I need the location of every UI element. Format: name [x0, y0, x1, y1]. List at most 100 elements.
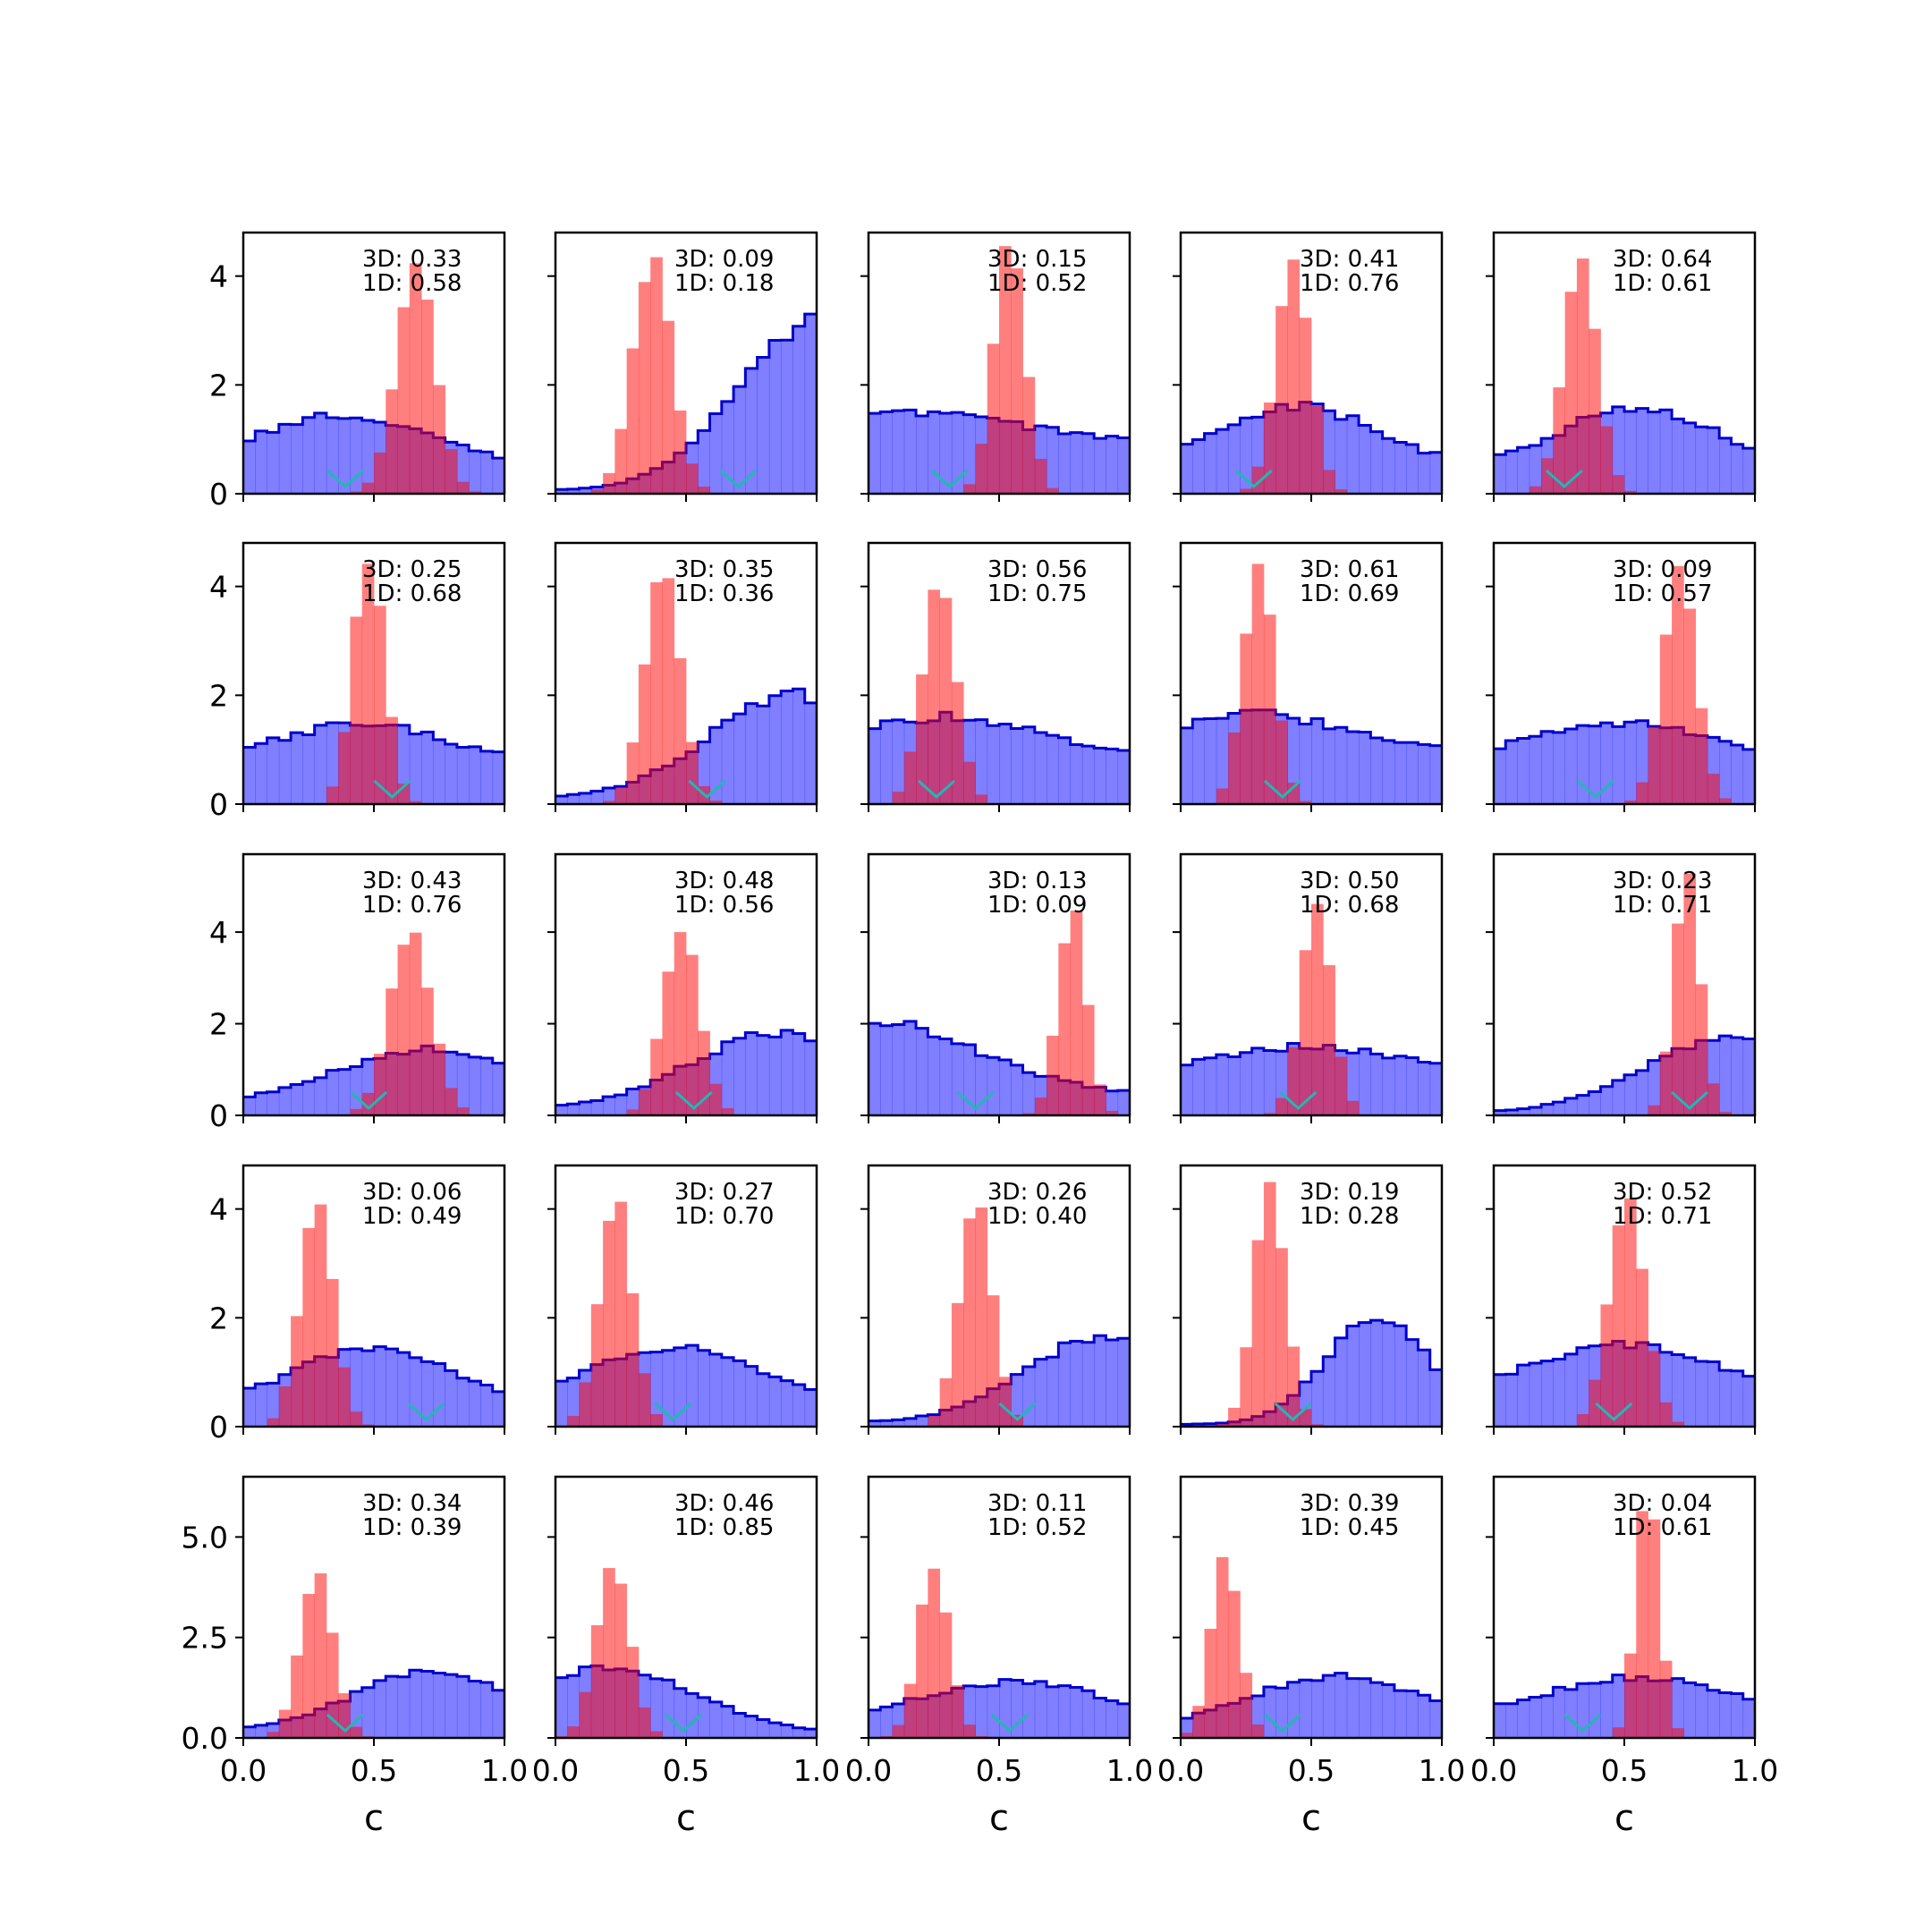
red-hist-bar [650, 582, 663, 804]
truth-marker [990, 1713, 1029, 1733]
blue-hist-bar [1323, 1356, 1335, 1427]
blue-hist-bar [1070, 1341, 1083, 1427]
truth-marker [1263, 779, 1301, 800]
blue-hist-bar [1494, 749, 1506, 804]
blue-hist-bar [1707, 428, 1720, 494]
red-hist-bar [975, 794, 988, 804]
red-hist-bar [445, 449, 458, 494]
blue-hist-bar [1022, 1072, 1036, 1115]
blue-hist-bar [1564, 728, 1578, 804]
red-hist-bar [456, 1107, 470, 1115]
red-hist-bar [361, 564, 375, 804]
red-hist-bar [302, 1594, 316, 1738]
blue-hist-bar [1589, 1091, 1601, 1115]
blue-hist-bar [1216, 429, 1229, 494]
blue-hist-bar [1505, 1703, 1518, 1738]
red-hist-bar [397, 945, 411, 1115]
blue-hist-bar [1106, 749, 1119, 804]
blue-hist-bar [1034, 1681, 1047, 1738]
x-tick-label: 1.0 [481, 1753, 528, 1788]
blue-hist-bar [1299, 724, 1312, 804]
plot-area [1181, 564, 1442, 804]
y-tick-label: 2 [209, 678, 228, 713]
blue-hist-bar [1742, 1038, 1755, 1115]
plot-area [869, 246, 1130, 494]
blue-hist-bar [916, 415, 928, 494]
red-hist-bar [1311, 903, 1324, 1115]
blue-hist-bar [745, 1032, 758, 1115]
blue-hist-bar [674, 1347, 687, 1427]
red-hist-bar [686, 954, 699, 1115]
blue-hist-bar [255, 743, 267, 804]
red-hist-bar [709, 801, 723, 804]
blue-hist-bar [1683, 1682, 1697, 1738]
red-hist-bar [1659, 1402, 1673, 1427]
red-hist-bar [350, 616, 363, 804]
red-hist-bar [614, 1583, 628, 1738]
blue-hist-bar [567, 794, 580, 804]
y-tick-label: 2 [209, 368, 228, 402]
red-hist-bar [579, 1382, 592, 1427]
blue-hist-bar [590, 1100, 604, 1115]
red-hist-bar [650, 1414, 663, 1427]
blue-hist-bar [880, 1025, 893, 1115]
red-hist-bar [1034, 458, 1047, 494]
blue-hist-bar [492, 1391, 504, 1427]
blue-hist-bar [1370, 1682, 1384, 1738]
red-hist-bar [397, 307, 411, 494]
blue-hist-outline [1181, 708, 1442, 748]
blue-hist-bar [603, 1097, 615, 1115]
red-hist-bar [1553, 387, 1566, 494]
red-hist-bar [350, 1411, 363, 1427]
blue-hist-bar [1311, 1371, 1324, 1427]
blue-hist-bar [709, 1354, 723, 1427]
annotation-3d: 3D: 0.50 [1300, 868, 1399, 894]
blue-hist-bar [433, 1363, 446, 1427]
red-hist-bar [302, 1227, 316, 1427]
blue-hist-bar [361, 1351, 375, 1427]
blue-hist-bar [1181, 727, 1193, 804]
truth-marker [719, 469, 758, 489]
red-hist-bar [603, 801, 615, 804]
blue-hist-bar [1505, 1110, 1518, 1115]
red-hist-bar [1216, 788, 1229, 804]
blue-hist-bar [903, 1418, 917, 1427]
blue-hist-bar [626, 1089, 640, 1115]
red-hist-bar [999, 246, 1012, 494]
red-hist-bar [338, 732, 351, 804]
red-hist-bar [650, 1038, 663, 1115]
truth-marker [674, 1090, 713, 1111]
red-hist-bar [1624, 800, 1637, 804]
annotation-3d: 3D: 0.43 [362, 868, 462, 894]
blue-hist-bar [1742, 448, 1755, 494]
red-hist-bar [603, 473, 615, 494]
blue-hist-bar [1370, 738, 1384, 804]
blue-hist-bar [804, 1040, 817, 1115]
blue-hist-bar [745, 703, 758, 804]
blue-hist-bar [386, 1676, 398, 1738]
red-hist-bar [445, 1088, 458, 1115]
blue-hist-bar [445, 1674, 458, 1738]
blue-hist-bar [903, 1021, 917, 1115]
blue-hist-bar [302, 417, 316, 494]
annotation-3d: 3D: 0.06 [362, 1179, 462, 1206]
x-tick-label: 0.5 [351, 1753, 397, 1788]
annotation-3d: 3D: 0.04 [1613, 1490, 1712, 1517]
red-hist-bar [1707, 774, 1720, 804]
blue-hist-bar [951, 412, 964, 494]
blue-hist-bar [1070, 1687, 1083, 1738]
blue-hist-bar [1106, 1700, 1119, 1738]
blue-hist-bar [745, 1366, 758, 1427]
blue-hist-bar [1659, 410, 1673, 494]
red-hist-bar [1335, 489, 1348, 494]
red-hist-bar [1275, 720, 1288, 804]
blue-hist-bar [1742, 749, 1755, 804]
blue-hist-bar [1058, 1685, 1072, 1738]
red-hist-bar [1287, 1346, 1301, 1427]
plot-area [555, 257, 817, 494]
red-hist-bar [662, 320, 675, 494]
blue-hist-bar [1335, 1673, 1348, 1738]
red-hist-bar [1695, 984, 1708, 1115]
